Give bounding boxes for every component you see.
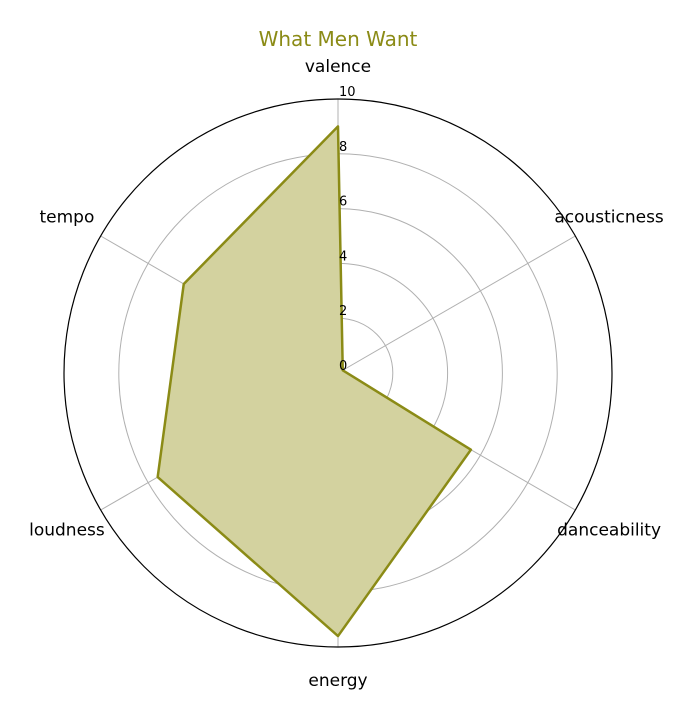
radial-tick-label: 10 bbox=[339, 85, 356, 100]
axis-labels: valence acousticness danceability energy lou… bbox=[29, 57, 664, 691]
axis-label-acousticness: acousticness bbox=[554, 208, 664, 228]
axis-label-danceability: danceability bbox=[557, 521, 661, 541]
spoke-acousticness bbox=[337, 235, 576, 374]
axis-label-valence: valence bbox=[305, 57, 371, 77]
axis-label-loudness: loudness bbox=[29, 521, 105, 541]
series-layer bbox=[156, 125, 473, 638]
radial-tick-label: 6 bbox=[339, 195, 347, 210]
axis-label-energy: energy bbox=[308, 671, 367, 691]
radial-tick-labels: 0 2 4 6 8 10 bbox=[339, 85, 356, 374]
outer-frame bbox=[63, 98, 613, 648]
radial-tick-label: 8 bbox=[339, 140, 347, 155]
series-area bbox=[157, 126, 471, 637]
radial-tick-label: 4 bbox=[339, 249, 347, 264]
radial-tick-label: 0 bbox=[339, 359, 347, 374]
axis-label-tempo: tempo bbox=[39, 208, 94, 228]
radial-tick-label: 2 bbox=[339, 304, 347, 319]
chart-title: What Men Want bbox=[259, 27, 418, 51]
